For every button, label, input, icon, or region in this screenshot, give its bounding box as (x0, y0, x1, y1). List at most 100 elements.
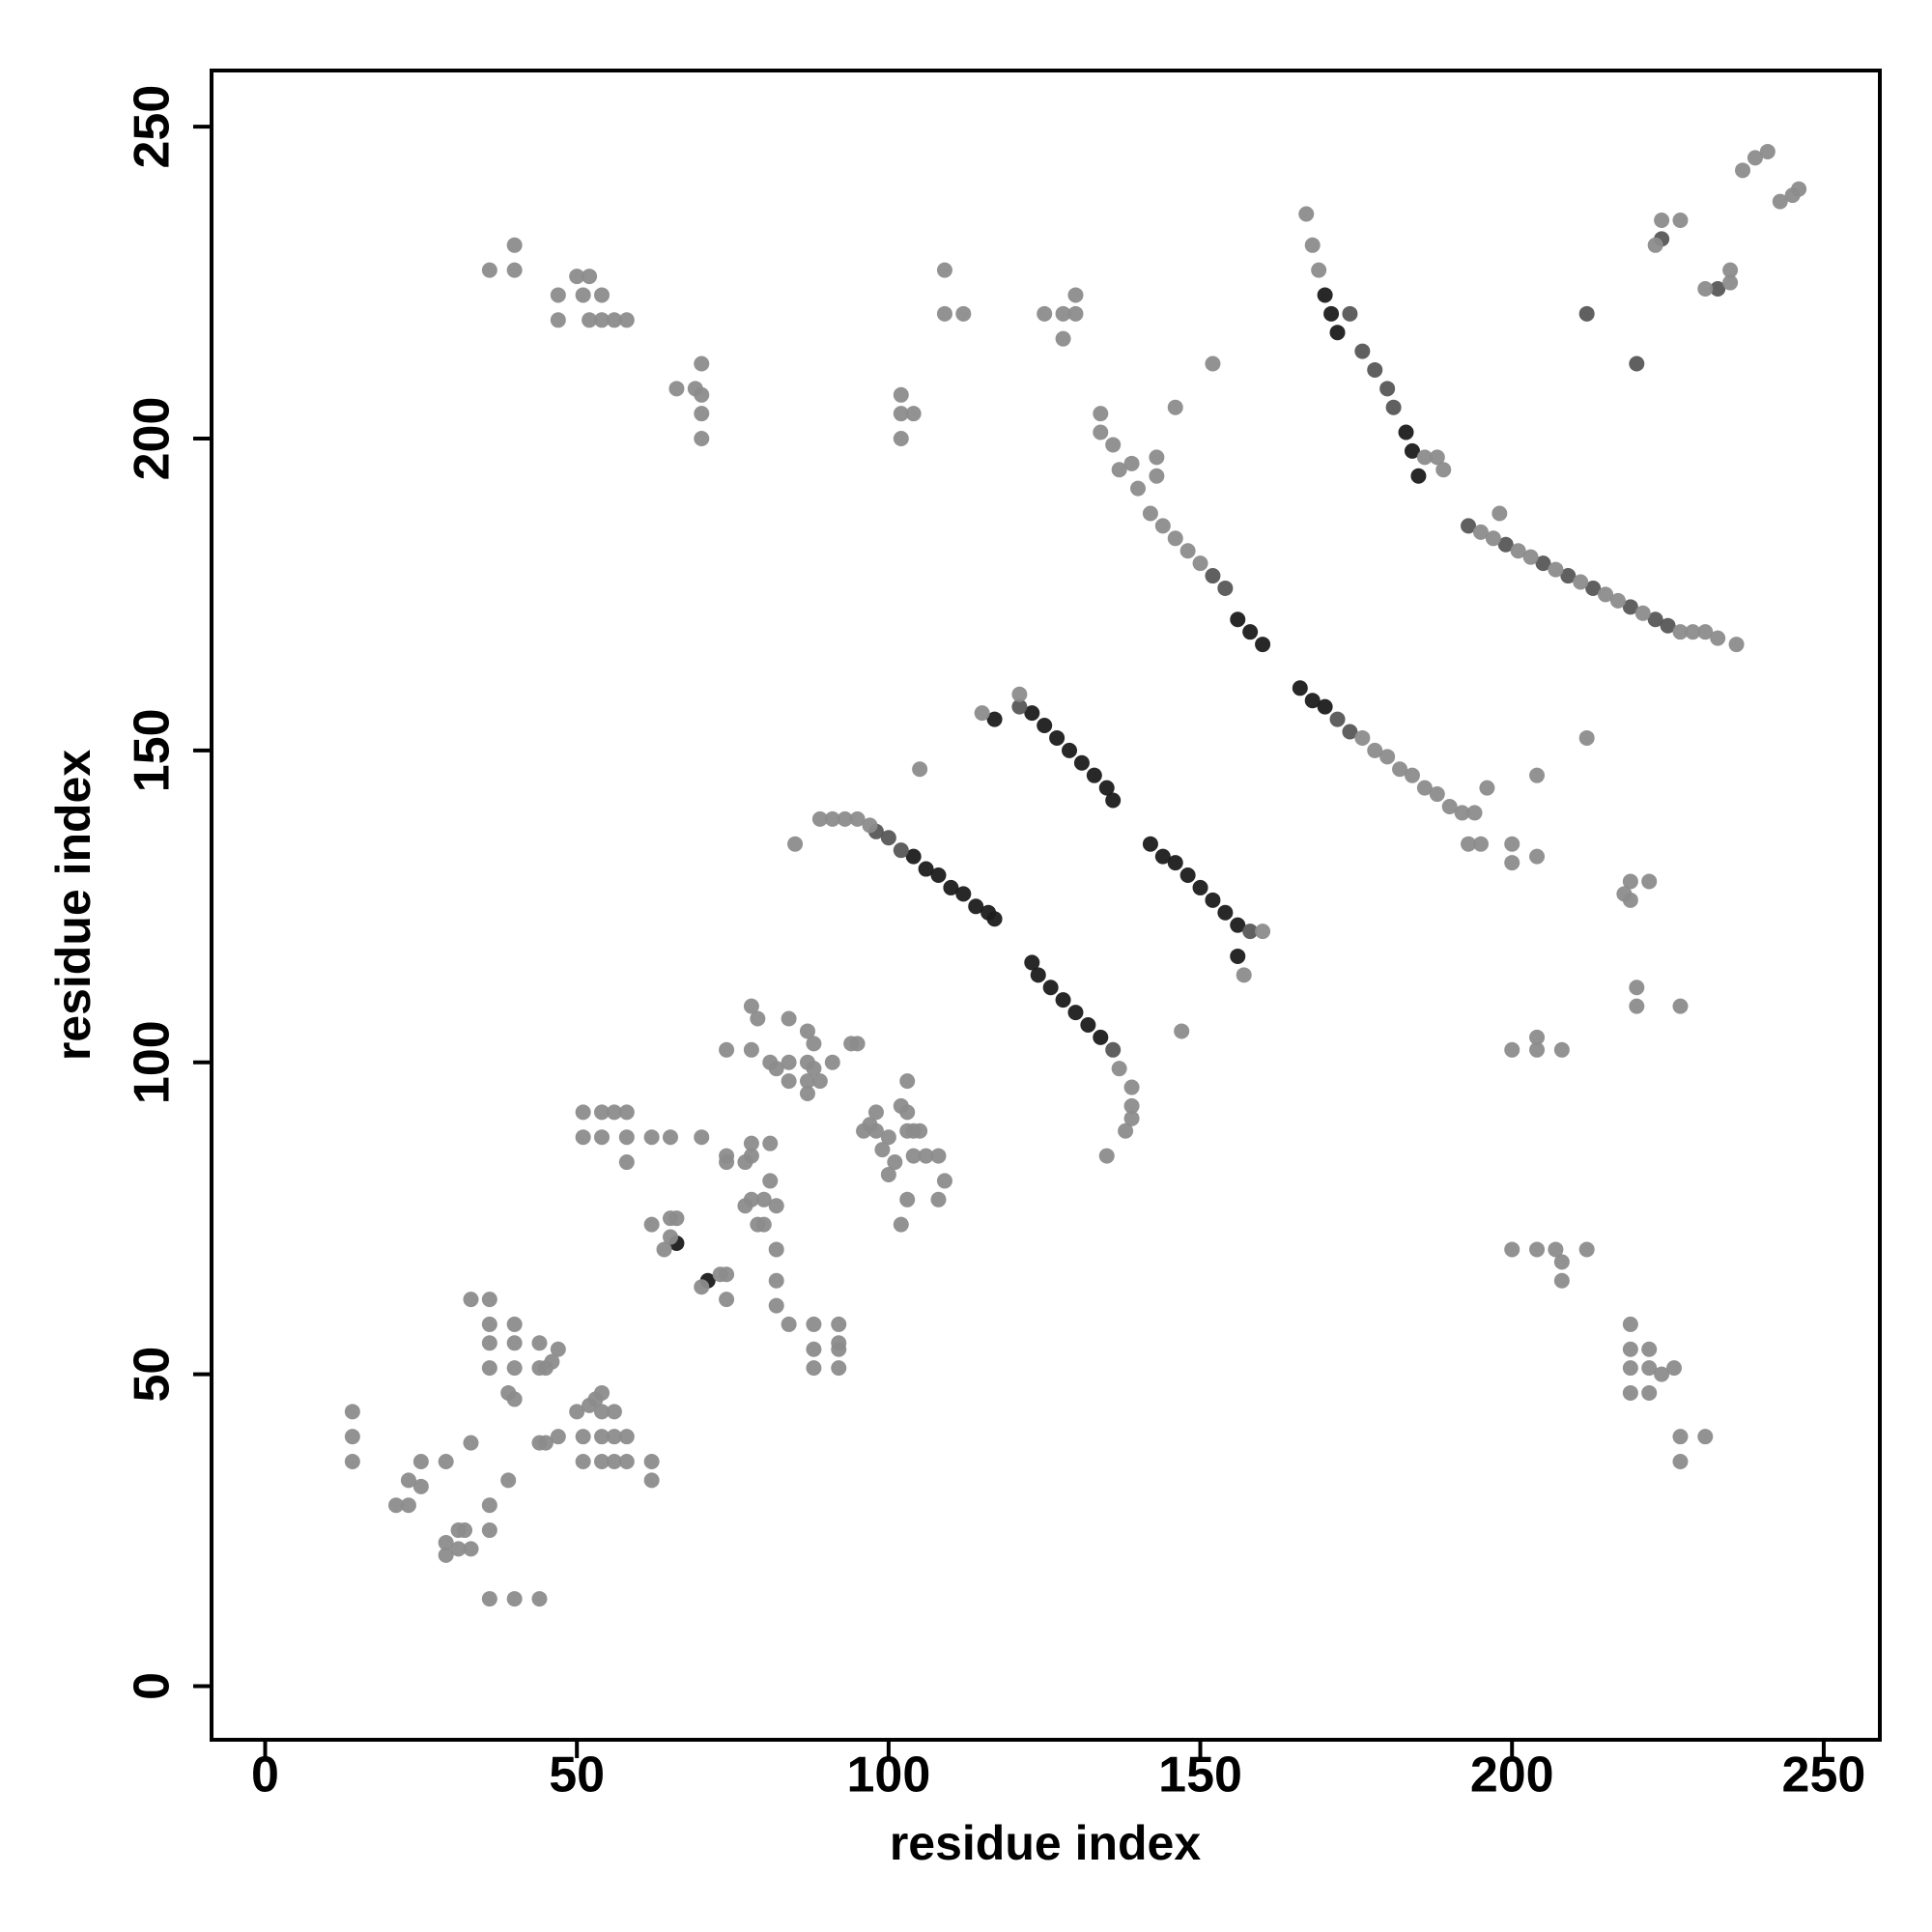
point (1123, 1110, 1140, 1126)
point (1111, 462, 1127, 478)
point (806, 1360, 822, 1377)
point (1167, 855, 1183, 871)
point (1292, 680, 1308, 696)
point (905, 848, 922, 865)
x-tick-label: 50 (549, 1747, 605, 1804)
point (1578, 1241, 1595, 1258)
point (1255, 637, 1271, 653)
point (1654, 212, 1670, 228)
point (1497, 536, 1514, 553)
point (880, 830, 896, 846)
point (506, 1316, 523, 1332)
point (918, 1148, 934, 1164)
point (1367, 361, 1383, 378)
point (743, 1135, 759, 1151)
point (575, 1104, 591, 1121)
point (1672, 1454, 1689, 1469)
point (905, 406, 922, 422)
point (481, 1316, 497, 1332)
point (1735, 162, 1751, 179)
point (1622, 1384, 1638, 1401)
plot-frame (210, 69, 1882, 1742)
point (1585, 580, 1602, 596)
point (438, 1547, 454, 1563)
point (575, 287, 591, 303)
point (806, 1316, 822, 1332)
point (1342, 305, 1358, 322)
point (930, 1148, 947, 1164)
point (768, 1297, 784, 1314)
point (1329, 325, 1346, 341)
point (582, 269, 598, 285)
point (1311, 262, 1327, 278)
point (905, 1148, 922, 1164)
y-tick-label: 100 (125, 1020, 181, 1104)
point (1510, 543, 1526, 559)
point (1123, 455, 1140, 471)
x-tick-label: 0 (251, 1747, 279, 1804)
point (1098, 1148, 1115, 1164)
point (824, 810, 840, 827)
point (1548, 561, 1564, 578)
point (806, 1061, 822, 1077)
point (849, 810, 866, 827)
point (799, 1023, 815, 1039)
point (1472, 836, 1489, 852)
point (1429, 786, 1445, 803)
point (1672, 212, 1689, 228)
point (719, 1154, 735, 1171)
point (450, 1541, 467, 1557)
point (1722, 262, 1739, 278)
point (1217, 904, 1234, 921)
y-tick-label: 0 (125, 1672, 181, 1700)
point (1535, 555, 1551, 572)
point (755, 1216, 772, 1233)
point (606, 1454, 622, 1469)
point (1529, 1041, 1546, 1058)
point (1529, 848, 1546, 865)
y-tick-label: 150 (125, 708, 181, 792)
point (1416, 780, 1433, 796)
point (606, 312, 622, 328)
point (1504, 1041, 1520, 1058)
point (1759, 143, 1776, 159)
point (1685, 624, 1701, 640)
point (762, 1135, 779, 1151)
point (550, 1341, 566, 1357)
point (481, 1335, 497, 1351)
point (986, 711, 1003, 727)
point (593, 1384, 610, 1401)
point (1529, 1029, 1546, 1045)
point (1791, 181, 1807, 197)
point (1629, 980, 1645, 996)
point (593, 1429, 610, 1445)
point (893, 842, 909, 859)
point (936, 305, 952, 322)
point (1130, 480, 1147, 497)
point (867, 1122, 884, 1139)
point (1030, 967, 1046, 983)
point (1011, 698, 1028, 715)
point (899, 1104, 916, 1121)
point (1230, 948, 1246, 964)
point (743, 1191, 759, 1208)
point (1123, 1079, 1140, 1095)
point (1179, 867, 1196, 884)
point (481, 1591, 497, 1607)
y-axis-title: residue index (46, 750, 100, 1062)
point (1342, 724, 1358, 740)
point (1154, 518, 1171, 534)
point (743, 1148, 759, 1164)
point (531, 1591, 548, 1607)
point (1354, 343, 1371, 359)
point (1304, 237, 1321, 253)
point (1062, 742, 1078, 758)
point (618, 1429, 635, 1445)
point (1472, 524, 1489, 540)
point (955, 305, 972, 322)
point (787, 836, 804, 852)
point (1404, 767, 1420, 783)
point (930, 867, 947, 884)
point (1011, 686, 1028, 702)
